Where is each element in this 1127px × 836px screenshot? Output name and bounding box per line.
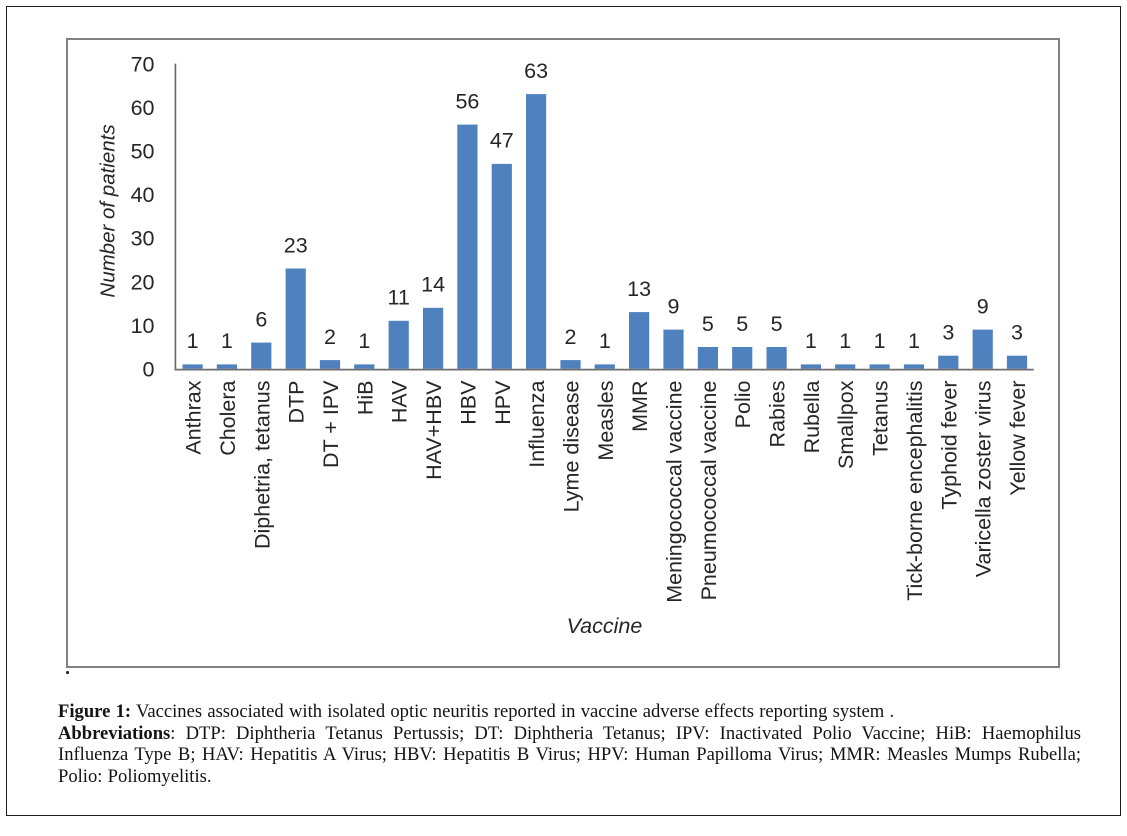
svg-text:60: 60: [131, 96, 155, 120]
svg-text:70: 70: [131, 52, 155, 76]
svg-text:HPV: HPV: [491, 380, 515, 425]
svg-text:Number of patients: Number of patients: [97, 124, 120, 297]
svg-text:0: 0: [143, 358, 155, 382]
svg-text:5: 5: [771, 312, 783, 336]
svg-text:1: 1: [874, 329, 886, 353]
svg-text:HAV+HBV: HAV+HBV: [422, 380, 446, 480]
svg-text:Measles: Measles: [594, 381, 618, 461]
svg-text:DTP: DTP: [285, 381, 309, 424]
svg-text:14: 14: [421, 273, 445, 297]
svg-text:9: 9: [668, 294, 680, 318]
svg-text:3: 3: [1011, 321, 1023, 345]
svg-text:5: 5: [736, 312, 748, 336]
svg-text:40: 40: [131, 183, 155, 207]
svg-text:Vaccine: Vaccine: [567, 614, 643, 638]
svg-text:Anthrax: Anthrax: [182, 380, 206, 454]
svg-text:Polio: Polio: [731, 380, 755, 428]
svg-text:Smallpox: Smallpox: [834, 380, 858, 469]
svg-text:50: 50: [131, 140, 155, 164]
svg-text:6: 6: [255, 307, 267, 331]
svg-text:DT + IPV: DT + IPV: [319, 380, 343, 468]
svg-text:HAV: HAV: [388, 380, 412, 423]
svg-text:MMR: MMR: [628, 381, 652, 432]
svg-text:1: 1: [221, 329, 233, 353]
svg-text:Typhoid fever: Typhoid fever: [937, 381, 961, 510]
svg-text:9: 9: [977, 294, 989, 318]
svg-text:1: 1: [805, 329, 817, 353]
svg-text:Diphetria, tetanus: Diphetria, tetanus: [250, 381, 274, 550]
svg-text:1: 1: [358, 329, 370, 353]
svg-text:11: 11: [388, 286, 410, 310]
svg-text:Cholera: Cholera: [216, 380, 240, 455]
svg-text:Lyme disease: Lyme disease: [560, 381, 584, 513]
svg-text:Tetanus: Tetanus: [869, 381, 893, 456]
svg-text:Yellow fever: Yellow fever: [1006, 381, 1030, 496]
svg-text:10: 10: [131, 314, 155, 338]
svg-text:HiB: HiB: [353, 381, 377, 416]
svg-text:2: 2: [324, 325, 336, 349]
svg-text:5: 5: [702, 312, 714, 336]
svg-text:Influenza: Influenza: [525, 380, 549, 467]
svg-text:47: 47: [490, 129, 514, 153]
svg-text:20: 20: [131, 270, 155, 294]
svg-text:HBV: HBV: [456, 380, 480, 425]
svg-text:13: 13: [627, 277, 651, 301]
svg-text:Pneumococcal vaccine: Pneumococcal vaccine: [697, 381, 721, 601]
svg-text:3: 3: [942, 321, 954, 345]
svg-text:56: 56: [455, 89, 479, 113]
svg-text:1: 1: [187, 329, 199, 353]
svg-text:2: 2: [565, 325, 577, 349]
svg-text:Rubella: Rubella: [800, 380, 824, 453]
svg-text:Meningococcal vaccine: Meningococcal vaccine: [663, 381, 687, 603]
svg-text:Tick-borne encephalitis: Tick-borne encephalitis: [903, 381, 927, 601]
svg-text:1: 1: [839, 329, 851, 353]
svg-text:Varicella zoster virus: Varicella zoster virus: [972, 380, 996, 577]
svg-text:30: 30: [131, 227, 155, 251]
svg-text:23: 23: [284, 233, 308, 257]
svg-text:Rabies: Rabies: [766, 381, 790, 448]
svg-text:1: 1: [599, 329, 611, 353]
svg-text:63: 63: [524, 59, 548, 83]
svg-text:1: 1: [908, 329, 920, 353]
